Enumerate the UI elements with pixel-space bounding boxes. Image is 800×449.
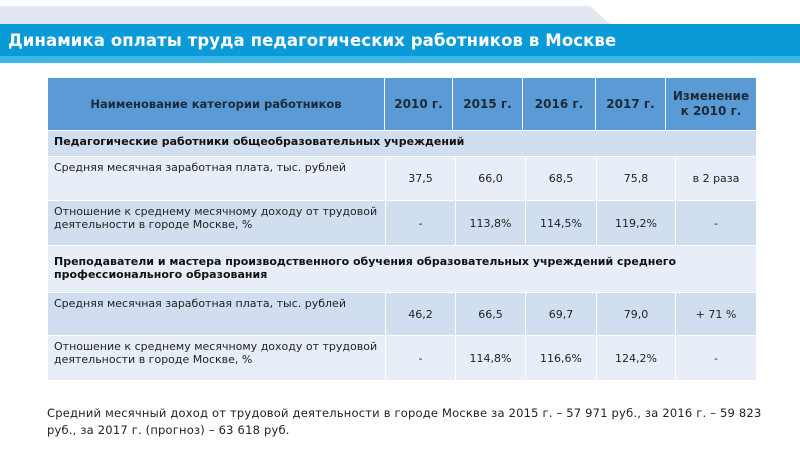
cell-2010: - (386, 201, 456, 245)
column-header-category: Наименование категории работников (48, 78, 385, 130)
table-header-row: Наименование категории работников 2010 г… (48, 78, 756, 130)
column-header-2015: 2015 г. (453, 78, 523, 130)
cell-2017: 79,0 (597, 293, 676, 335)
cell-2010: 46,2 (386, 293, 456, 335)
row-label: Средняя месячная заработная плата, тыс. … (48, 293, 386, 335)
column-header-2017: 2017 г. (596, 78, 666, 130)
cell-2017: 75,8 (597, 157, 676, 200)
cell-2017: 124,2% (597, 336, 676, 380)
column-header-2016: 2016 г. (523, 78, 596, 130)
cell-change: в 2 раза (692, 172, 740, 185)
column-header-2010: 2010 г. (385, 78, 453, 130)
cell-2016: 116,6% (526, 336, 597, 380)
cell-change: + 71 % (695, 307, 737, 321)
title-accent-strip (0, 56, 800, 63)
cell-2015: 113,8% (456, 201, 526, 245)
cell-change: - (714, 216, 718, 230)
row-label: Средняя месячная заработная плата, тыс. … (48, 157, 386, 200)
title-bar: Динамика оплаты труда педагогических раб… (0, 24, 800, 56)
salary-table: Наименование категории работников 2010 г… (48, 78, 756, 380)
cell-2015: 114,8% (456, 336, 526, 380)
cell-2017: 119,2% (597, 201, 676, 245)
footer-note: Средний месячный доход от трудовой деяте… (47, 406, 762, 437)
table-row: Средняя месячная заработная плата, тыс. … (48, 292, 756, 335)
table-row: Отношение к среднему месячному доходу от… (48, 335, 756, 380)
section-header-teachers-general: Педагогические работники общеобразовател… (48, 130, 756, 156)
cell-2016: 68,5 (526, 157, 597, 200)
cell-2015: 66,0 (456, 157, 526, 200)
row-label: Отношение к среднему месячному доходу от… (48, 336, 386, 380)
page-title: Динамика оплаты труда педагогических раб… (8, 30, 617, 50)
cell-2016: 69,7 (526, 293, 597, 335)
cell-change: - (714, 351, 718, 365)
table-row: Отношение к среднему месячному доходу от… (48, 200, 756, 245)
cell-2010: 37,5 (386, 157, 456, 200)
row-label: Отношение к среднему месячному доходу от… (48, 201, 386, 245)
decorative-top-band (0, 6, 610, 24)
column-header-change: Изменение к 2010 г. (672, 89, 750, 118)
cell-2016: 114,5% (526, 201, 597, 245)
table-row: Средняя месячная заработная плата, тыс. … (48, 156, 756, 200)
cell-2010: - (386, 336, 456, 380)
cell-2015: 66,5 (456, 293, 526, 335)
section-header-vocational-teachers: Преподаватели и мастера производственног… (48, 245, 756, 292)
